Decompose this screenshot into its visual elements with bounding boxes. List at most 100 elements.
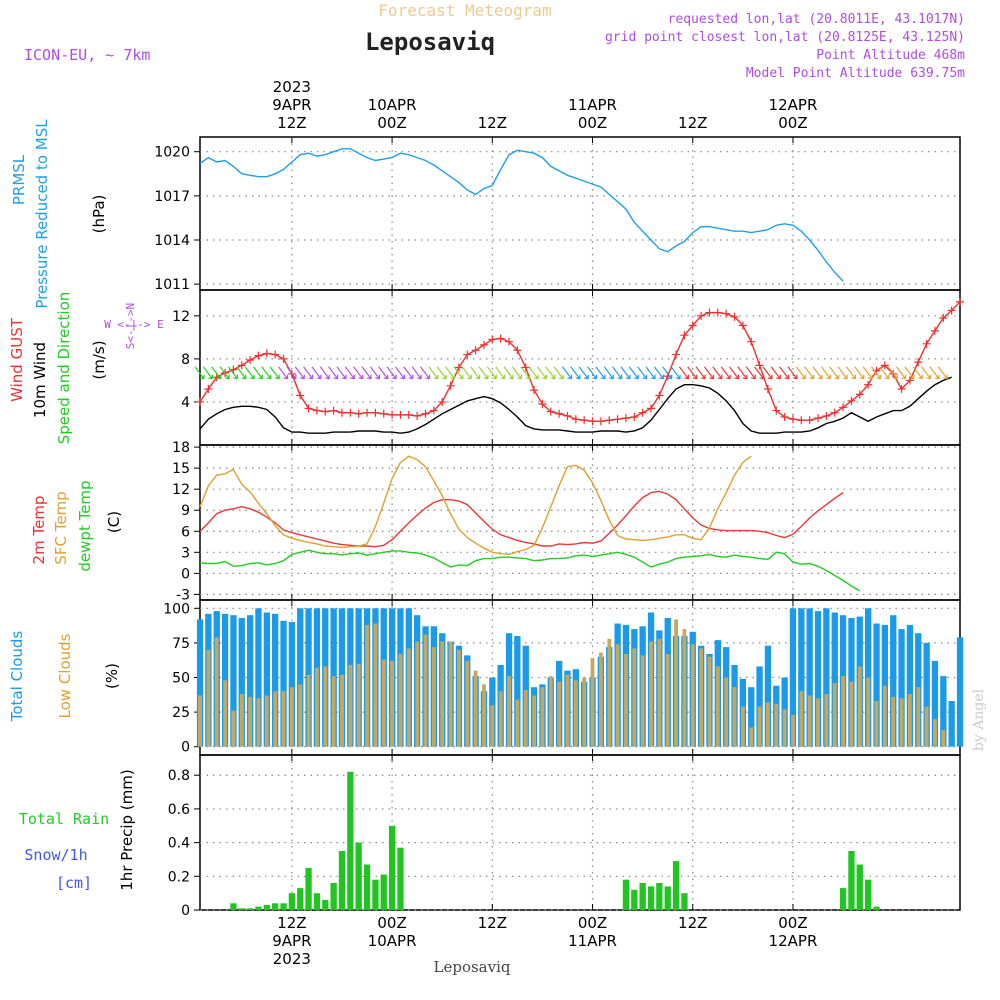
wind-direction-arrow: [645, 366, 656, 380]
gust-marker: [237, 361, 246, 370]
wind-direction-arrow: [921, 366, 932, 380]
temp-dewpt-label: dewpt Temp: [76, 480, 94, 571]
cloud-bar-1: [573, 680, 578, 747]
temp-ytick-label: 12: [172, 482, 190, 498]
wind-direction-arrow: [528, 366, 539, 380]
gust-marker: [321, 407, 330, 416]
cloud-bar-1: [607, 638, 612, 747]
gust-marker: [805, 416, 814, 425]
wind-direction-arrow: [662, 366, 673, 380]
cloud-bar-1: [766, 702, 770, 747]
cloud-bar-1: [824, 694, 829, 747]
gust-marker: [864, 380, 873, 389]
wind-direction-arrow: [929, 366, 940, 380]
cloud-panel-labels: Total Clouds Low Clouds (%): [8, 631, 121, 723]
wind-direction-arrow: [420, 366, 431, 380]
wind-direction-arrow: [252, 366, 264, 380]
pressure-ytick-label: 1017: [154, 189, 190, 205]
gust-marker: [479, 340, 488, 349]
wind-direction-arrow: [386, 366, 397, 380]
wind-direction-arrow: [653, 366, 664, 380]
cloud-bar-1: [448, 641, 453, 747]
cloud-bar-1: [365, 624, 369, 747]
wind-direction-arrow: [937, 366, 948, 380]
wind-direction-arrow: [511, 366, 522, 380]
temp-ytick-label: 3: [181, 545, 190, 561]
cloud-bar-1: [490, 705, 495, 747]
gust-marker: [388, 410, 397, 419]
precip-ytick-label: 0.6: [168, 802, 190, 818]
time-axis-label: 12Z: [277, 914, 306, 932]
wind-direction-arrow: [879, 366, 890, 380]
cloud-bar-1: [599, 652, 603, 747]
cloud-bar-1: [941, 730, 946, 747]
gust-marker: [839, 403, 848, 412]
snow-unit-label: [cm]: [56, 874, 92, 892]
gust-marker: [446, 381, 455, 390]
pressure-ytick-label: 1014: [154, 233, 190, 249]
wind-speed-direction-label: Speed and Direction: [55, 292, 73, 445]
wind-panel: 4 8 12: [172, 289, 964, 446]
wind-direction-arrow: [520, 366, 531, 380]
wind-direction-arrow: [787, 366, 798, 380]
gust-marker: [271, 350, 280, 359]
gust-marker: [713, 308, 722, 317]
precip-bar-0: [272, 903, 279, 910]
cloud-bar-0: [196, 619, 204, 747]
gust-marker: [830, 408, 839, 417]
wind-direction-arrow: [812, 366, 823, 380]
gust-marker: [312, 406, 321, 415]
cloud-bar-1: [649, 641, 653, 747]
cloud-bar-1: [248, 696, 252, 747]
temp-2m-label: 2m Temp: [30, 496, 48, 565]
wind-direction-arrow: [428, 366, 439, 380]
wind-direction-arrow: [837, 366, 848, 380]
gust-marker: [646, 404, 655, 413]
cloud-bar-0: [873, 623, 880, 747]
time-axis-label: 11APR: [568, 932, 617, 950]
gust-marker: [596, 417, 605, 426]
gust-marker: [847, 396, 856, 405]
forecast-meteogram-subtitle: Forecast Meteogram: [378, 1, 551, 20]
temp-unit: (C): [105, 511, 123, 533]
cloud-bar-1: [933, 719, 937, 747]
gust-marker: [956, 297, 964, 306]
cloud-bar-1: [590, 658, 595, 747]
wind-unit: (m/s): [90, 340, 108, 379]
wind-direction-arrow: [829, 366, 840, 380]
cloud-bar-1: [874, 701, 879, 747]
cloud-bar-0: [931, 660, 939, 747]
wind-direction-arrow: [904, 366, 915, 380]
precip-bar-0: [322, 899, 329, 910]
cloud-bar-1: [674, 619, 678, 747]
wind-direction-arrow: [495, 366, 506, 380]
wind-direction-arrow: [862, 366, 873, 380]
cloud-bar-1: [390, 660, 394, 747]
watermark: by Angel: [971, 688, 987, 751]
cloud-bar-1: [632, 648, 637, 747]
wind-direction-arrow: [311, 366, 322, 380]
cloud-bar-1: [473, 670, 478, 747]
wind-direction-arrow: [795, 366, 806, 380]
temp-series-0-line: [199, 490, 844, 548]
time-axis-label: 00Z: [778, 914, 807, 932]
gust-marker: [396, 410, 405, 419]
time-axis-label: 00Z: [578, 914, 607, 932]
cloud-bar-0: [956, 637, 964, 747]
cloud-bar-1: [540, 687, 545, 747]
wind-direction-arrow: [754, 366, 765, 380]
gust-marker: [538, 400, 547, 409]
gust-marker: [496, 334, 505, 343]
time-axis-label: 12Z: [478, 914, 507, 932]
gust-marker: [655, 391, 664, 400]
wind-ytick-label: 8: [181, 352, 190, 368]
total-clouds-label: Total Clouds: [8, 631, 26, 723]
wind-direction-arrow: [620, 366, 631, 380]
precip-bar-0: [631, 889, 638, 910]
gust-marker: [688, 321, 697, 330]
wind-direction-arrow: [269, 366, 280, 380]
cloud-bar-1: [264, 695, 269, 747]
cloud-bar-0: [297, 608, 304, 747]
pressure-panel-labels: PRMSL Pressure Reduced to MSL (hPa): [10, 119, 108, 309]
wind-direction-arrow: [678, 366, 689, 380]
